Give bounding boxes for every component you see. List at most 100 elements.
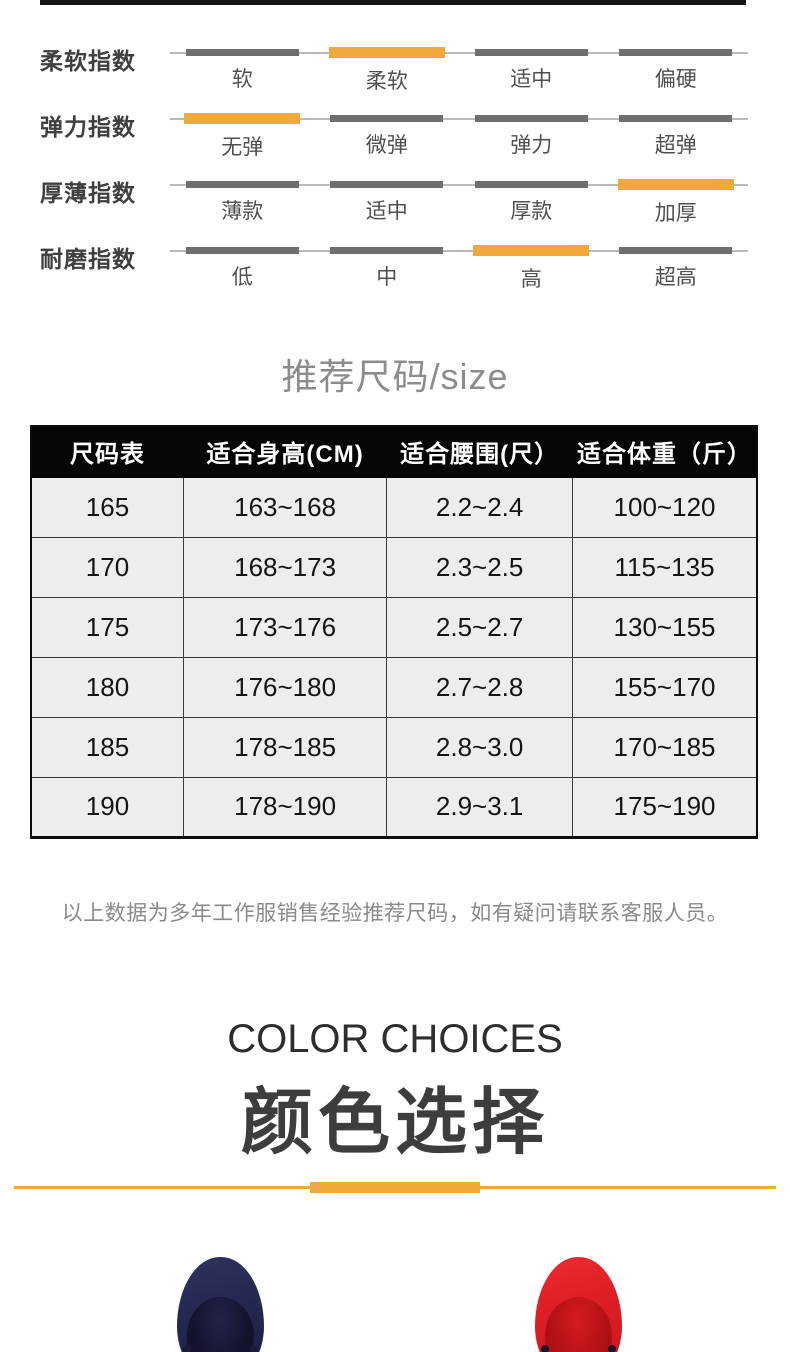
scale-line <box>170 184 748 186</box>
scale-option: 加厚 <box>604 162 749 227</box>
table-cell: 165 <box>30 476 184 538</box>
table-cell: 2.2~2.4 <box>386 476 574 538</box>
scale-bar <box>619 115 733 122</box>
scale-option-label: 软 <box>231 68 253 91</box>
scale-option: 微弹 <box>315 96 460 161</box>
table-cell: 178~185 <box>182 716 388 778</box>
color-section-title-zh: 颜色选择 <box>240 1083 549 1163</box>
index-row-label: 耐磨指数 <box>40 246 136 272</box>
scale-segments: 软 柔软 适中 偏硬 <box>170 30 748 95</box>
scale-option-label: 低 <box>231 266 253 289</box>
top-divider-bar <box>40 0 746 5</box>
product-photo-red-hood <box>535 1257 622 1352</box>
fabric-index-section: 柔软指数 软 柔软 适中 偏硬 弹力指数 无弹 微弹 弹力 超弹 <box>0 30 790 294</box>
size-table-body: 165 163~168 2.2~2.4 100~120 170 168~173 … <box>30 476 758 838</box>
color-section-title-en: COLOR CHOICES <box>227 1017 563 1061</box>
scale-line <box>170 52 748 54</box>
index-row-label: 柔软指数 <box>40 48 136 74</box>
scale-segments: 无弹 微弹 弹力 超弹 <box>170 96 748 161</box>
table-cell: 2.5~2.7 <box>386 596 574 658</box>
index-row-label: 厚薄指数 <box>40 180 136 206</box>
size-table: 尺码表 适合身高(CM) 适合腰围(尺） 适合体重（斤） 165 163~168… <box>30 425 758 839</box>
scale-option-label: 薄款 <box>221 200 264 223</box>
scale-option: 低 <box>170 228 315 293</box>
table-cell: 168~173 <box>182 536 388 598</box>
table-cell: 130~155 <box>572 596 758 658</box>
accent-divider-center-bar <box>310 1182 480 1193</box>
table-row: 190 178~190 2.9~3.1 175~190 <box>30 776 758 838</box>
scale-segments: 薄款 适中 厚款 加厚 <box>170 162 748 227</box>
table-row: 175 173~176 2.5~2.7 130~155 <box>30 596 758 658</box>
table-cell: 2.9~3.1 <box>386 776 574 838</box>
index-row-wear-resistance: 耐磨指数 低 中 高 超高 <box>0 228 790 294</box>
index-row-thickness: 厚薄指数 薄款 适中 厚款 加厚 <box>0 162 790 228</box>
hood-lining <box>186 1297 255 1352</box>
scale-segments: 低 中 高 超高 <box>170 228 748 293</box>
scale-option: 弹力 <box>459 96 604 161</box>
scale-line <box>170 250 748 252</box>
drawstring-toggle <box>541 1345 549 1352</box>
table-cell: 115~135 <box>572 536 758 598</box>
scale-option-label: 厚款 <box>510 200 553 223</box>
scale-bar <box>184 113 301 124</box>
scale-bar <box>619 247 733 254</box>
drawstring-toggle <box>608 1345 616 1352</box>
product-photo-navy-hood <box>177 1257 264 1352</box>
table-cell: 163~168 <box>182 476 388 538</box>
scale-bar <box>185 181 299 188</box>
scale-option: 柔软 <box>315 30 460 95</box>
table-cell: 2.7~2.8 <box>386 656 574 718</box>
scale-option-label: 无弹 <box>221 136 264 159</box>
table-cell: 175 <box>30 596 184 658</box>
scale-option-label: 微弹 <box>365 134 408 157</box>
table-cell: 173~176 <box>182 596 388 658</box>
size-section-title: 推荐尺码/size <box>281 356 509 397</box>
drawstring-toggle <box>250 1345 258 1352</box>
index-row-label: 弹力指数 <box>40 114 136 140</box>
column-header: 适合身高(CM) <box>182 425 388 478</box>
index-scale: 低 中 高 超高 <box>170 228 748 294</box>
scale-line <box>170 118 748 120</box>
size-note: 以上数据为多年工作服销售经验推荐尺码，如有疑问请联系客服人员。 <box>61 902 729 925</box>
table-cell: 190 <box>30 776 184 838</box>
scale-bar <box>474 115 588 122</box>
table-cell: 170~185 <box>572 716 758 778</box>
index-scale: 软 柔软 适中 偏硬 <box>170 30 748 96</box>
table-cell: 2.3~2.5 <box>386 536 574 598</box>
table-row: 185 178~185 2.8~3.0 170~185 <box>30 716 758 778</box>
scale-option: 中 <box>315 228 460 293</box>
drawstring-toggle <box>183 1345 191 1352</box>
scale-option: 薄款 <box>170 162 315 227</box>
scale-option-label: 加厚 <box>654 202 697 225</box>
scale-option: 高 <box>459 228 604 293</box>
table-cell: 2.8~3.0 <box>386 716 574 778</box>
scale-bar <box>474 181 588 188</box>
scale-option-label: 超弹 <box>654 134 697 157</box>
table-row: 165 163~168 2.2~2.4 100~120 <box>30 476 758 538</box>
scale-option: 适中 <box>315 162 460 227</box>
scale-bar <box>330 247 444 254</box>
scale-option-label: 高 <box>520 268 542 291</box>
scale-option: 超高 <box>604 228 749 293</box>
scale-option-label: 适中 <box>510 68 553 91</box>
scale-option: 软 <box>170 30 315 95</box>
scale-option-label: 弹力 <box>510 134 553 157</box>
index-scale: 无弹 微弹 弹力 超弹 <box>170 96 748 162</box>
scale-option-label: 偏硬 <box>654 68 697 91</box>
table-cell: 180 <box>30 656 184 718</box>
scale-bar <box>473 245 590 256</box>
table-row: 170 168~173 2.3~2.5 115~135 <box>30 536 758 598</box>
scale-bar <box>619 49 733 56</box>
hood-lining <box>544 1297 613 1352</box>
scale-option: 厚款 <box>459 162 604 227</box>
table-cell: 178~190 <box>182 776 388 838</box>
table-cell: 176~180 <box>182 656 388 718</box>
table-cell: 175~190 <box>572 776 758 838</box>
table-cell: 170 <box>30 536 184 598</box>
table-header-row: 尺码表 适合身高(CM) 适合腰围(尺） 适合体重（斤） <box>30 425 758 478</box>
scale-option: 适中 <box>459 30 604 95</box>
accent-divider <box>14 1182 776 1194</box>
index-row-elasticity: 弹力指数 无弹 微弹 弹力 超弹 <box>0 96 790 162</box>
scale-bar <box>617 179 734 190</box>
